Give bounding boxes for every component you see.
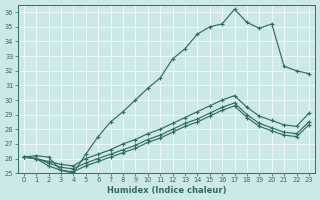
X-axis label: Humidex (Indice chaleur): Humidex (Indice chaleur) [107, 186, 226, 195]
